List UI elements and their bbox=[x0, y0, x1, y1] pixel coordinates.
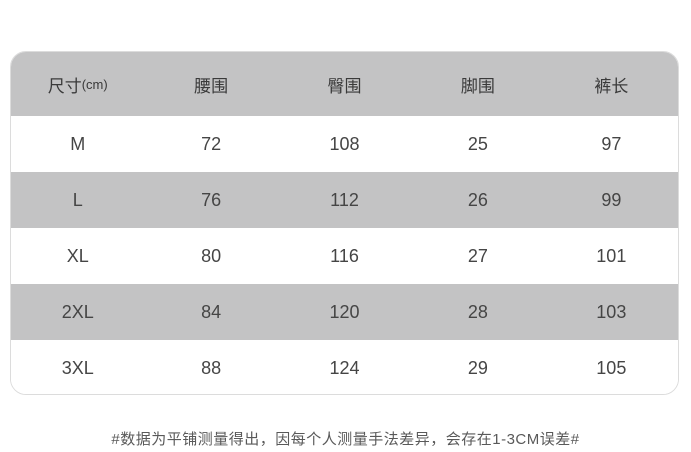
cell-waist: 76 bbox=[201, 189, 222, 210]
cell-pants-length: 103 bbox=[596, 301, 627, 322]
cell-leg-opening: 26 bbox=[467, 189, 488, 210]
header-cell-pants-length: 裤长 bbox=[594, 76, 629, 96]
cell-hip: 116 bbox=[330, 245, 359, 266]
header-cell-hip: 臀围 bbox=[327, 76, 362, 96]
cell-size: XL bbox=[66, 245, 89, 266]
cell-leg-opening: 27 bbox=[467, 245, 488, 266]
header-cell-leg-opening: 脚围 bbox=[460, 76, 495, 96]
header-cell-waist: 腰围 bbox=[194, 76, 229, 96]
cell-pants-length: 99 bbox=[601, 189, 622, 210]
cell-size: M bbox=[70, 133, 86, 154]
table-row-l: L 76 112 26 99 bbox=[11, 172, 678, 228]
cell-waist: 80 bbox=[201, 245, 222, 266]
measurement-note: #数据为平铺测量得出，因每个人测量手法差异，会存在1-3CM误差# bbox=[111, 431, 580, 448]
header-cell-size: 尺寸 (cm) bbox=[11, 52, 144, 116]
table-row-3xl: 3XL 88 124 29 105 bbox=[11, 340, 678, 394]
cell-pants-length: 101 bbox=[596, 245, 627, 266]
cell-waist: 88 bbox=[201, 357, 222, 378]
cell-leg-opening: 28 bbox=[467, 301, 488, 322]
cell-waist: 84 bbox=[201, 301, 222, 322]
table-row-xl: XL 80 116 27 101 bbox=[11, 228, 678, 284]
cell-size: 2XL bbox=[61, 301, 94, 322]
cell-pants-length: 97 bbox=[601, 133, 622, 154]
cell-waist: 72 bbox=[201, 133, 222, 154]
table-row-m: M 72 108 25 97 bbox=[11, 116, 678, 172]
cell-hip: 112 bbox=[330, 189, 359, 210]
cell-leg-opening: 29 bbox=[467, 357, 488, 378]
header-size-label: 尺寸 bbox=[47, 76, 82, 96]
cell-size: 3XL bbox=[61, 357, 94, 378]
cell-size: L bbox=[72, 189, 83, 210]
table-row-2xl: 2XL 84 120 28 103 bbox=[11, 284, 678, 340]
cell-hip: 120 bbox=[329, 301, 360, 322]
size-table: 尺寸 (cm) 腰围 臀围 脚围 裤长 M 72 108 25 97 L 76 1… bbox=[10, 51, 679, 395]
header-size-unit: (cm) bbox=[81, 76, 108, 92]
cell-pants-length: 105 bbox=[596, 357, 627, 378]
cell-leg-opening: 25 bbox=[467, 133, 488, 154]
cell-hip: 108 bbox=[329, 133, 360, 154]
table-header-row: 尺寸 (cm) 腰围 臀围 脚围 裤长 bbox=[11, 52, 678, 116]
cell-hip: 124 bbox=[329, 357, 360, 378]
